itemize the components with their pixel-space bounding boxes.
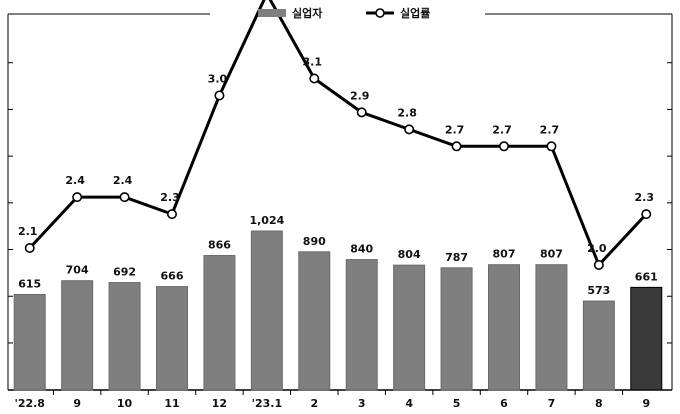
bar-2: [108, 282, 141, 391]
bar-12: [582, 300, 615, 391]
x-tick-label-0: '22.8: [14, 397, 45, 410]
bar-label-9: 787: [445, 251, 468, 264]
rate-label-13: 2.3: [635, 191, 655, 204]
x-tick-label-10: 6: [500, 397, 508, 410]
bar-1: [61, 280, 94, 391]
bar-6: [298, 251, 331, 391]
bar-11: [535, 264, 568, 391]
rate-point-2: [119, 192, 130, 203]
rate-point-7: [356, 107, 367, 118]
bar-label-0: 615: [18, 278, 41, 291]
x-tick-label-11: 7: [548, 397, 556, 410]
bar-8: [393, 264, 426, 391]
bar-7: [345, 259, 378, 391]
bar-label-5: 1,024: [249, 214, 284, 227]
rate-point-10: [498, 141, 509, 152]
rate-line-path: [28, 0, 648, 267]
bar-label-1: 704: [66, 264, 89, 277]
rate-point-8: [404, 124, 415, 135]
rate-label-11: 2.7: [540, 123, 560, 136]
x-tick-label-1: 9: [73, 397, 81, 410]
x-tick-label-7: 3: [358, 397, 366, 410]
rate-point-0: [24, 243, 35, 254]
bar-label-2: 692: [113, 266, 136, 279]
rate-point-6: [309, 73, 320, 84]
rate-line: [24, 0, 652, 270]
bar-label-8: 804: [398, 248, 421, 261]
legend-bar-label: 실업자: [292, 6, 323, 20]
legend-bar-swatch: [258, 9, 286, 17]
bar-3: [156, 286, 188, 391]
rate-point-9: [451, 141, 462, 152]
x-tick-label-8: 4: [405, 397, 413, 410]
bar-label-10: 807: [493, 248, 516, 261]
x-tick-label-12: 8: [595, 397, 603, 410]
rate-label-6: 3.1: [303, 56, 323, 69]
rate-point-4: [214, 90, 225, 101]
x-tick-label-9: 5: [453, 397, 461, 410]
rate-label-4: 3.0: [208, 72, 228, 85]
bar-0: [13, 294, 46, 391]
legend-line-label: 실업률: [400, 6, 430, 20]
rate-label-9: 2.7: [445, 123, 465, 136]
rate-point-11: [546, 141, 557, 152]
bar-label-4: 866: [208, 239, 231, 252]
rate-label-8: 2.8: [397, 106, 417, 119]
x-tick-labels: '22.8 9 10 11 12 '23.1 2 3 4 5 6 7 8 9: [14, 397, 650, 410]
bar-labels: 615 704 692 666 866 1,024 890 840 804 787 807 807 57…: [18, 214, 658, 297]
bar-label-6: 890: [303, 235, 326, 248]
bar-4: [203, 255, 236, 391]
bar-label-7: 840: [350, 243, 373, 256]
x-tick-label-6: 2: [310, 397, 318, 410]
bar-10: [488, 264, 520, 391]
rate-labels: 2.12.42.42.33.03.63.12.92.82.72.72.72.02…: [18, 56, 655, 255]
x-tick-label-13: 9: [642, 397, 650, 410]
x-tick-label-4: 12: [212, 397, 227, 410]
legend: 실업자 실업률: [258, 6, 430, 20]
bar-5: [250, 230, 283, 391]
x-tick-label-3: 11: [164, 397, 179, 410]
bar-13: [630, 286, 663, 391]
rate-label-2: 2.4: [113, 174, 133, 187]
rate-point-12: [593, 259, 604, 270]
legend-line-marker: [375, 8, 385, 18]
rate-label-10: 2.7: [492, 123, 512, 136]
rate-point-1: [72, 192, 83, 203]
rate-label-7: 2.9: [350, 89, 370, 102]
rate-label-12: 2.0: [587, 242, 607, 255]
bar-9: [440, 267, 473, 391]
x-tick-label-5: '23.1: [252, 397, 283, 410]
bar-label-11: 807: [540, 248, 563, 261]
bars: [13, 230, 663, 391]
rate-label-3: 2.3: [160, 191, 180, 204]
rate-point-3: [167, 209, 178, 220]
x-tick-label-2: 10: [117, 397, 133, 410]
bar-label-12: 573: [587, 284, 610, 297]
rate-label-1: 2.4: [65, 174, 85, 187]
bar-label-13: 661: [635, 270, 658, 283]
rate-label-0: 2.1: [18, 225, 38, 238]
bar-label-3: 666: [161, 270, 184, 283]
chart-frame: [7, 13, 673, 395]
rate-point-13: [641, 209, 652, 220]
